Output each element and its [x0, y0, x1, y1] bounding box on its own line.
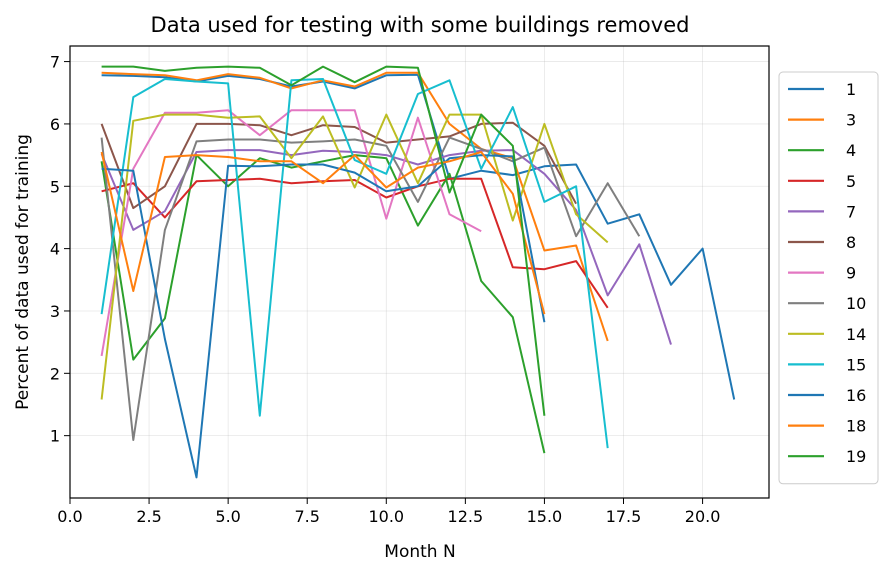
x-tick-label: 7.5 [294, 507, 319, 526]
x-tick-label: 5.0 [215, 507, 240, 526]
series-lines [100, 65, 736, 479]
plot-frame [69, 45, 770, 499]
legend-label-15: 15 [846, 355, 866, 374]
x-tick-label: 17.5 [606, 507, 642, 526]
y-axis-ticks: 1 2 3 4 5 6 7 [50, 53, 70, 446]
series-line-4 [100, 154, 546, 454]
series-line-19 [101, 65, 546, 416]
chart-title: Data used for testing with some building… [151, 13, 690, 37]
x-axis-ticks: 0.0 2.5 5.0 7.5 10.0 12.5 15.0 17.5 20.0 [57, 498, 720, 526]
x-tick-label: 12.5 [448, 507, 484, 526]
series-line-7 [100, 149, 672, 345]
y-axis-label: Percent of data used for training [13, 134, 33, 410]
y-tick-label: 6 [50, 115, 60, 134]
series-line-14 [100, 113, 609, 400]
legend-label-9: 9 [846, 264, 856, 283]
x-tick-label: 0.0 [57, 507, 82, 526]
legend-label-18: 18 [846, 417, 866, 436]
series-line-5 [101, 177, 609, 309]
x-tick-label: 15.0 [527, 507, 563, 526]
x-tick-label: 20.0 [685, 507, 721, 526]
x-tick-label: 2.5 [136, 507, 161, 526]
series-line-18 [100, 151, 546, 315]
legend-label-16: 16 [846, 386, 866, 405]
legend-label-5: 5 [846, 172, 856, 191]
legend-label-3: 3 [846, 111, 856, 130]
y-tick-label: 2 [50, 364, 60, 383]
legend-label-4: 4 [846, 141, 856, 160]
legend-label-10: 10 [846, 294, 866, 313]
legend-label-19: 19 [846, 447, 866, 466]
legend-box [778, 71, 879, 485]
x-axis-label: Month N [384, 542, 455, 562]
legend-label-7: 7 [846, 202, 856, 221]
y-tick-label: 5 [50, 177, 60, 196]
x-tick-label: 10.0 [368, 507, 404, 526]
series-line-9 [100, 109, 482, 357]
legend-label-8: 8 [846, 233, 856, 252]
legend: 1 3 4 5 7 8 9 10 14 15 16 18 19 [778, 71, 879, 485]
y-tick-label: 7 [50, 53, 60, 72]
legend-label-1: 1 [846, 80, 856, 99]
y-tick-label: 1 [50, 427, 60, 446]
y-tick-label: 3 [50, 302, 60, 321]
y-tick-label: 4 [50, 240, 60, 259]
legend-label-14: 14 [846, 325, 866, 344]
series-line-15 [100, 78, 609, 449]
